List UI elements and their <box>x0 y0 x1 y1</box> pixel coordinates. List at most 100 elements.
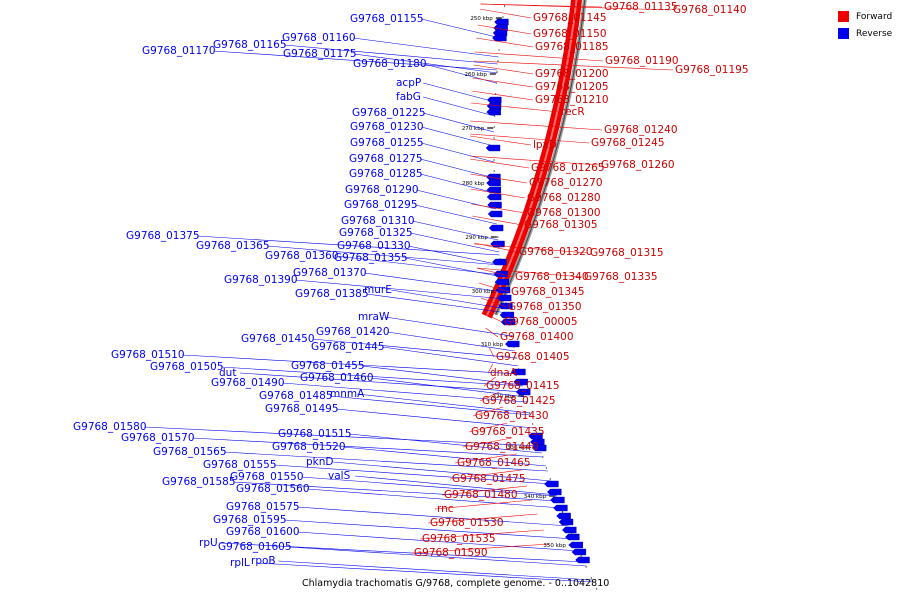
scale-label: 250 kbp <box>470 16 493 22</box>
label-g9768-01490: G9768_01490 <box>211 377 285 389</box>
leader-g9768-01205 <box>472 77 534 88</box>
minor-tick <box>585 566 587 568</box>
leader-g9768-01265 <box>469 158 530 169</box>
label-g9768-01260: G9768_01260 <box>601 159 675 171</box>
leader-g9768-01390 <box>295 279 506 300</box>
leader-mraw <box>385 316 512 337</box>
leader-g9768-01280 <box>470 188 526 199</box>
label-g9768-01475: G9768_01475 <box>452 473 526 485</box>
label-g9768-01560: G9768_01560 <box>236 483 310 495</box>
label-g9768-01285: G9768_01285 <box>349 168 423 180</box>
label-g9768-01450: G9768_01450 <box>241 333 315 345</box>
label-g9768-01360: G9768_01360 <box>265 250 339 262</box>
leader-g9768-01160 <box>353 37 499 58</box>
label-g9768-01315: G9768_01315 <box>590 247 664 259</box>
leader-g9768-01530 <box>427 513 538 524</box>
label-g9768-01160: G9768_01160 <box>282 32 356 44</box>
label-g9768-01480: G9768_01480 <box>444 489 518 501</box>
label-g9768-01520: G9768_01520 <box>272 441 346 453</box>
leader-g9768-01460 <box>371 377 526 398</box>
minor-tick <box>493 137 495 139</box>
label-rnc: rnc <box>437 503 454 515</box>
label-g9768-01420: G9768_01420 <box>316 326 390 338</box>
label-g9768-01190: G9768_01190 <box>605 55 679 67</box>
leader-g9768-01140 <box>480 3 672 11</box>
label-g9768-01245: G9768_01245 <box>591 137 665 149</box>
scale-label: 300 kbp <box>472 289 495 295</box>
leader-fabg <box>423 96 495 117</box>
label-g9768-01600: G9768_01600 <box>226 526 300 538</box>
label-g9768-01145: G9768_01145 <box>533 12 607 24</box>
label-g9768-01465: G9768_01465 <box>457 457 531 469</box>
minor-tick <box>496 71 498 73</box>
label-g9768-01335: G9768_01335 <box>584 271 658 283</box>
label-g9768-01185: G9768_01185 <box>535 41 609 53</box>
leader-g9768-01510 <box>182 354 520 375</box>
leader-g9768-01190 <box>474 51 604 62</box>
leader-recr <box>471 102 560 113</box>
label-mraw: mraW <box>358 311 390 323</box>
reverse-gene-block <box>486 179 501 187</box>
label-g9768-00005: G9768_00005 <box>504 316 578 328</box>
genome-caption: Chlamydia trachomatis G/9768, complete g… <box>302 578 610 589</box>
minor-tick <box>493 126 495 128</box>
leader-g9768-01335 <box>476 267 583 278</box>
leader-g9768-01565 <box>224 451 548 472</box>
reverse-gene-block <box>486 102 502 110</box>
leader-g9768-01185 <box>476 37 534 48</box>
leader-g9768-01175 <box>354 53 498 74</box>
leader-g9768-01595 <box>284 519 575 540</box>
leader-g9768-01330 <box>408 245 501 266</box>
label-g9768-01390: G9768_01390 <box>224 274 298 286</box>
label-g9768-01435: G9768_01435 <box>471 426 545 438</box>
leader-g9768-01355 <box>405 257 503 278</box>
scale-label: 260 kbp <box>464 72 487 78</box>
reverse-gene-block <box>562 526 577 534</box>
leader-rpll <box>257 562 594 583</box>
label-g9768-01570: G9768_01570 <box>121 432 195 444</box>
leader-g9768-01425 <box>479 391 500 402</box>
label-mure: murE <box>364 284 392 296</box>
leader-g9768-01445 <box>382 346 519 367</box>
leader-g9768-01505 <box>221 366 523 387</box>
reverse-gene-block <box>531 444 547 452</box>
label-g9768-01330: G9768_01330 <box>337 240 411 252</box>
label-g9768-01535: G9768_01535 <box>422 533 496 545</box>
label-g9768-01585: G9768_01585 <box>162 476 236 488</box>
label-g9768-01515: G9768_01515 <box>278 428 352 440</box>
label-g9768-01595: G9768_01595 <box>213 514 287 526</box>
leader-g9768-01515 <box>349 433 542 454</box>
leader-g9768-01370 <box>364 272 505 293</box>
label-g9768-01300: G9768_01300 <box>527 207 601 219</box>
leader-g9768-01455 <box>362 365 523 386</box>
scale-label: 340 kbp <box>524 494 547 500</box>
label-g9768-01205: G9768_01205 <box>535 81 609 93</box>
leader-mure <box>391 289 507 310</box>
label-g9768-01200: G9768_01200 <box>535 68 609 80</box>
reverse-gene-block <box>486 193 502 201</box>
label-g9768-01295: G9768_01295 <box>344 199 418 211</box>
label-g9768-01210: G9768_01210 <box>535 94 609 106</box>
reverse-gene-block <box>494 278 510 286</box>
leader-g9768-01465 <box>454 453 517 464</box>
label-acpp: acpP <box>396 77 421 89</box>
minor-tick <box>493 159 495 161</box>
minor-tick <box>493 170 495 172</box>
leader-g9768-01165 <box>284 44 498 65</box>
leader-g9768-01325 <box>410 232 500 253</box>
label-fabg: fabG <box>396 91 421 103</box>
label-g9768-01440: G9768_01440 <box>465 441 539 453</box>
leader-g9768-01275 <box>420 158 495 179</box>
label-g9768-01270: G9768_01270 <box>529 177 603 189</box>
leader-g9768-01450 <box>312 338 517 359</box>
leader-g9768-01585 <box>233 481 559 502</box>
leader-g9768-01255 <box>421 142 495 163</box>
minor-tick <box>497 236 499 238</box>
leader-g9768-01605 <box>289 546 587 567</box>
label-g9768-01195: G9768_01195 <box>675 64 749 76</box>
label-g9768-01280: G9768_01280 <box>527 192 601 204</box>
scale-label: 350 kbp <box>543 543 566 549</box>
label-g9768-01170: G9768_01170 <box>142 45 216 57</box>
leader-g9768-01570 <box>192 437 544 458</box>
scale-label: 310 kbp <box>481 342 504 348</box>
